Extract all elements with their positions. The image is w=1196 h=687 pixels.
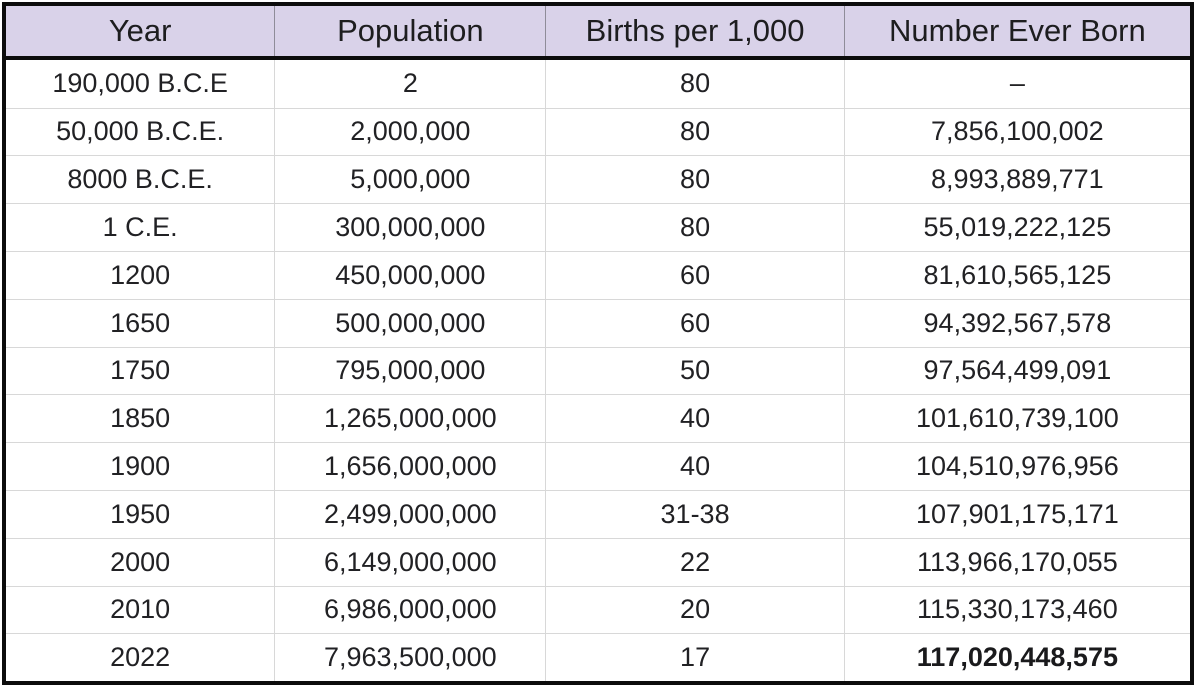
table-cell: 7,856,100,002 xyxy=(843,107,1190,156)
table-row: 2010 6,986,000,000 20 115,330,173,460 xyxy=(6,585,1190,634)
table-cell: 117,020,448,575 xyxy=(843,633,1190,681)
table-cell: 101,610,739,100 xyxy=(843,394,1190,443)
table-body: 190,000 B.C.E 2 80–50,000 B.C.E. 2,000,000 8… xyxy=(6,58,1190,681)
table-cell: 1950 xyxy=(6,489,275,539)
column-header-number-ever-born: Number Ever Born xyxy=(843,6,1190,60)
table-cell: 17 xyxy=(545,633,845,681)
table-cell: 300,000,000 xyxy=(274,203,546,252)
table-row: 1850 1,265,000,000 40 101,610,739,100 xyxy=(6,394,1190,443)
table-cell: 2022 xyxy=(6,633,275,681)
table-row: 2000 6,149,000,000 22 113,966,170,055 xyxy=(6,537,1190,587)
table-row: 8000 B.C.E. 5,000,000 80 8,993,889,771 xyxy=(6,155,1190,204)
table-cell: 80 xyxy=(545,203,845,252)
table-row: 50,000 B.C.E. 2,000,000 80 7,856,100,002 xyxy=(6,107,1190,156)
table-row: 1650 500,000,000 60 94,392,567,578 xyxy=(6,298,1190,348)
table-cell: 2000 xyxy=(6,537,275,587)
table-cell: 500,000,000 xyxy=(274,298,546,348)
table-cell: 1750 xyxy=(6,346,275,395)
table-cell: – xyxy=(843,58,1190,109)
table-cell: 6,986,000,000 xyxy=(274,585,546,634)
table-cell: 1 C.E. xyxy=(6,203,275,252)
table-cell: 20 xyxy=(545,585,845,634)
column-header-year: Year xyxy=(6,6,275,60)
table-row: 1950 2,499,000,000 31-38 107,901,175,171 xyxy=(6,489,1190,539)
table-cell: 50,000 B.C.E. xyxy=(6,107,275,156)
table-cell: 22 xyxy=(545,537,845,587)
table-cell: 6,149,000,000 xyxy=(274,537,546,587)
table-cell: 60 xyxy=(545,298,845,348)
table-cell: 81,610,565,125 xyxy=(843,250,1190,300)
column-header-births-per-1000: Births per 1,000 xyxy=(545,6,845,60)
table-cell: 5,000,000 xyxy=(274,155,546,204)
table-cell: 31-38 xyxy=(545,489,845,539)
table-cell: 7,963,500,000 xyxy=(274,633,546,681)
table-cell: 8,993,889,771 xyxy=(843,155,1190,204)
table-cell: 80 xyxy=(545,107,845,156)
table-cell: 107,901,175,171 xyxy=(843,489,1190,539)
table-cell: 113,966,170,055 xyxy=(843,537,1190,587)
column-header-population: Population xyxy=(274,6,546,60)
table-row: 1900 1,656,000,000 40 104,510,976,956 xyxy=(6,442,1190,491)
table-cell: 104,510,976,956 xyxy=(843,442,1190,491)
table-cell: 94,392,567,578 xyxy=(843,298,1190,348)
table-cell: 97,564,499,091 xyxy=(843,346,1190,395)
table-row: 1 C.E. 300,000,000 80 55,019,222,125 xyxy=(6,203,1190,252)
table-cell: 40 xyxy=(545,394,845,443)
table-row: 1200 450,000,000 60 81,610,565,125 xyxy=(6,250,1190,300)
table-cell: 1850 xyxy=(6,394,275,443)
table-cell: 60 xyxy=(545,250,845,300)
table-cell: 8000 B.C.E. xyxy=(6,155,275,204)
table-cell: 80 xyxy=(545,155,845,204)
table-cell: 1900 xyxy=(6,442,275,491)
table-cell: 1650 xyxy=(6,298,275,348)
table-cell: 2,499,000,000 xyxy=(274,489,546,539)
table-cell: 450,000,000 xyxy=(274,250,546,300)
table-row: 190,000 B.C.E 2 80– xyxy=(6,58,1190,109)
table-header-row: Year Population Births per 1,000 Number … xyxy=(6,6,1190,60)
table-cell: 115,330,173,460 xyxy=(843,585,1190,634)
table-cell: 1,656,000,000 xyxy=(274,442,546,491)
table-cell: 190,000 B.C.E xyxy=(6,58,275,109)
table-cell: 1200 xyxy=(6,250,275,300)
table-cell: 40 xyxy=(545,442,845,491)
table-row: 1750 795,000,000 50 97,564,499,091 xyxy=(6,346,1190,395)
table-cell: 1,265,000,000 xyxy=(274,394,546,443)
population-table: Year Population Births per 1,000 Number … xyxy=(6,6,1190,681)
table-cell: 795,000,000 xyxy=(274,346,546,395)
table-cell: 55,019,222,125 xyxy=(843,203,1190,252)
table-cell: 80 xyxy=(545,58,845,109)
table-cell: 2010 xyxy=(6,585,275,634)
table-row: 2022 7,963,500,000 17 117,020,448,575 xyxy=(6,633,1190,681)
table-cell: 2,000,000 xyxy=(274,107,546,156)
table-cell: 50 xyxy=(545,346,845,395)
table-cell: 2 xyxy=(274,58,546,109)
